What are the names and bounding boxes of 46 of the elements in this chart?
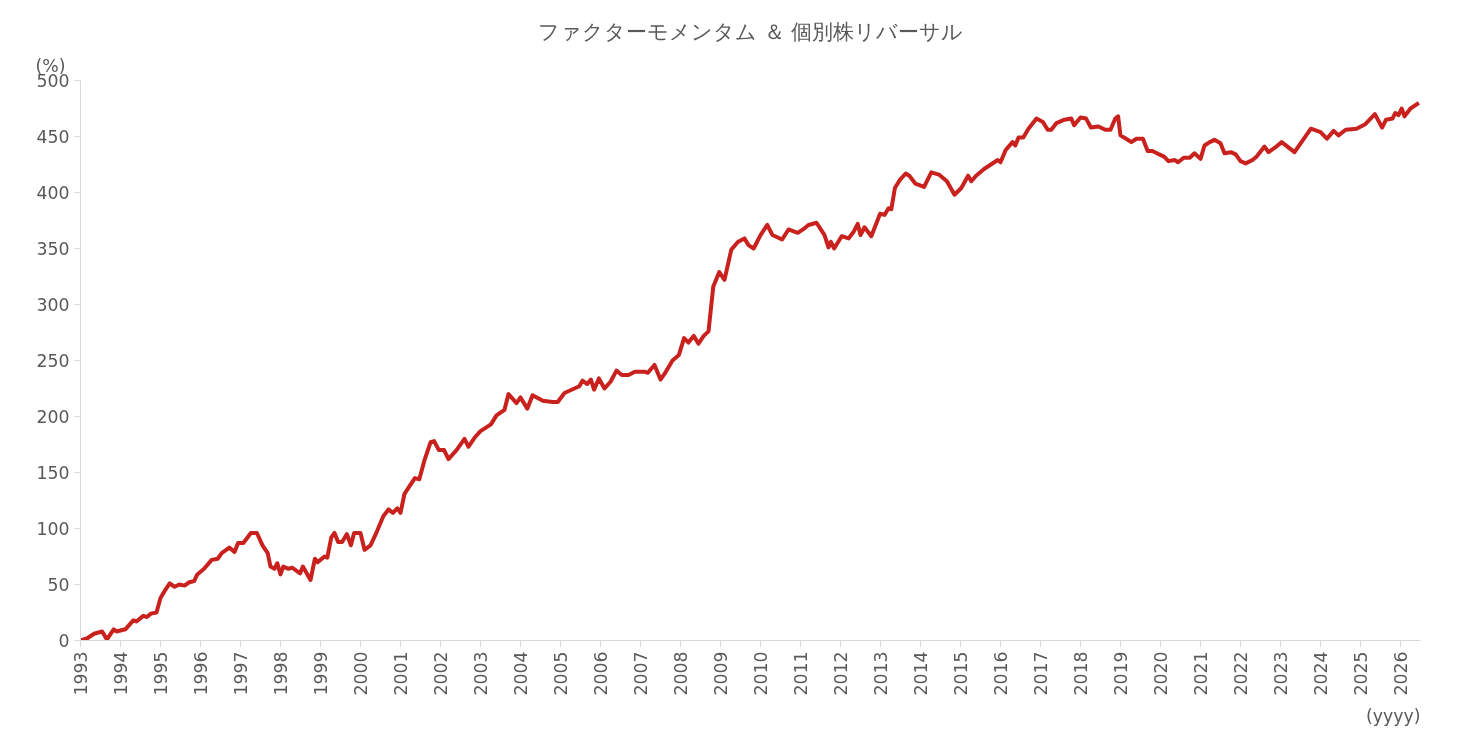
x-tick-label: 2015 xyxy=(951,651,971,696)
y-tick-label: 200 xyxy=(36,407,70,427)
x-tick-label: 2009 xyxy=(711,651,731,696)
x-tick-label: 2012 xyxy=(831,651,851,696)
y-tick-label: 300 xyxy=(36,295,70,315)
x-tick-label: 2021 xyxy=(1191,651,1211,696)
x-tick-label: 2002 xyxy=(431,651,451,696)
y-tick-label: 350 xyxy=(36,239,70,259)
x-tick-label: 2004 xyxy=(511,651,531,696)
chart-title: ファクターモメンタム ＆ 個別株リバーサル xyxy=(537,18,964,44)
x-tick-label: 2014 xyxy=(911,651,931,696)
x-tick-label: 2001 xyxy=(391,651,411,696)
x-axis-title: (yyyy) xyxy=(1365,705,1421,726)
x-tick-label: 2010 xyxy=(751,651,771,696)
x-tick-label: 2000 xyxy=(351,651,371,696)
y-tick-label: 250 xyxy=(36,351,70,371)
x-tick-label: 2019 xyxy=(1111,651,1131,696)
x-tick-label: 1998 xyxy=(271,651,291,696)
x-tick-label: 2026 xyxy=(1391,651,1411,696)
y-tick-label: 0 xyxy=(58,631,70,651)
x-tick-label: 1994 xyxy=(111,651,131,696)
y-tick-label: 450 xyxy=(36,127,70,147)
x-tick-label: 2016 xyxy=(991,651,1011,696)
x-tick-label: 2006 xyxy=(591,651,611,696)
x-tick-label: 2011 xyxy=(791,651,811,696)
x-tick-label: 1996 xyxy=(191,651,211,696)
x-tick-label: 2024 xyxy=(1311,651,1331,696)
x-tick-label: 1995 xyxy=(151,651,171,696)
x-tick-label: 1999 xyxy=(311,651,331,696)
x-tick-label: 2025 xyxy=(1351,651,1371,696)
x-tick-label: 2013 xyxy=(871,651,891,696)
x-tick-label: 1997 xyxy=(231,651,251,696)
x-tick-label: 2023 xyxy=(1271,651,1291,696)
x-tick-label: 2005 xyxy=(551,651,571,696)
x-tick-label: 2020 xyxy=(1151,651,1171,696)
x-tick-label: 2008 xyxy=(671,651,691,696)
x-tick-label: 2003 xyxy=(471,651,491,696)
y-tick-label: 50 xyxy=(47,575,70,595)
x-tick-label: 2018 xyxy=(1071,651,1091,696)
x-tick-label: 2022 xyxy=(1231,651,1251,696)
y-tick-label: 150 xyxy=(36,463,70,483)
y-tick-label: 100 xyxy=(36,519,70,539)
x-tick-label: 2017 xyxy=(1031,651,1051,696)
x-tick-label: 2007 xyxy=(631,651,651,696)
y-tick-label: 400 xyxy=(36,183,70,203)
x-tick-label: 1993 xyxy=(71,651,91,696)
